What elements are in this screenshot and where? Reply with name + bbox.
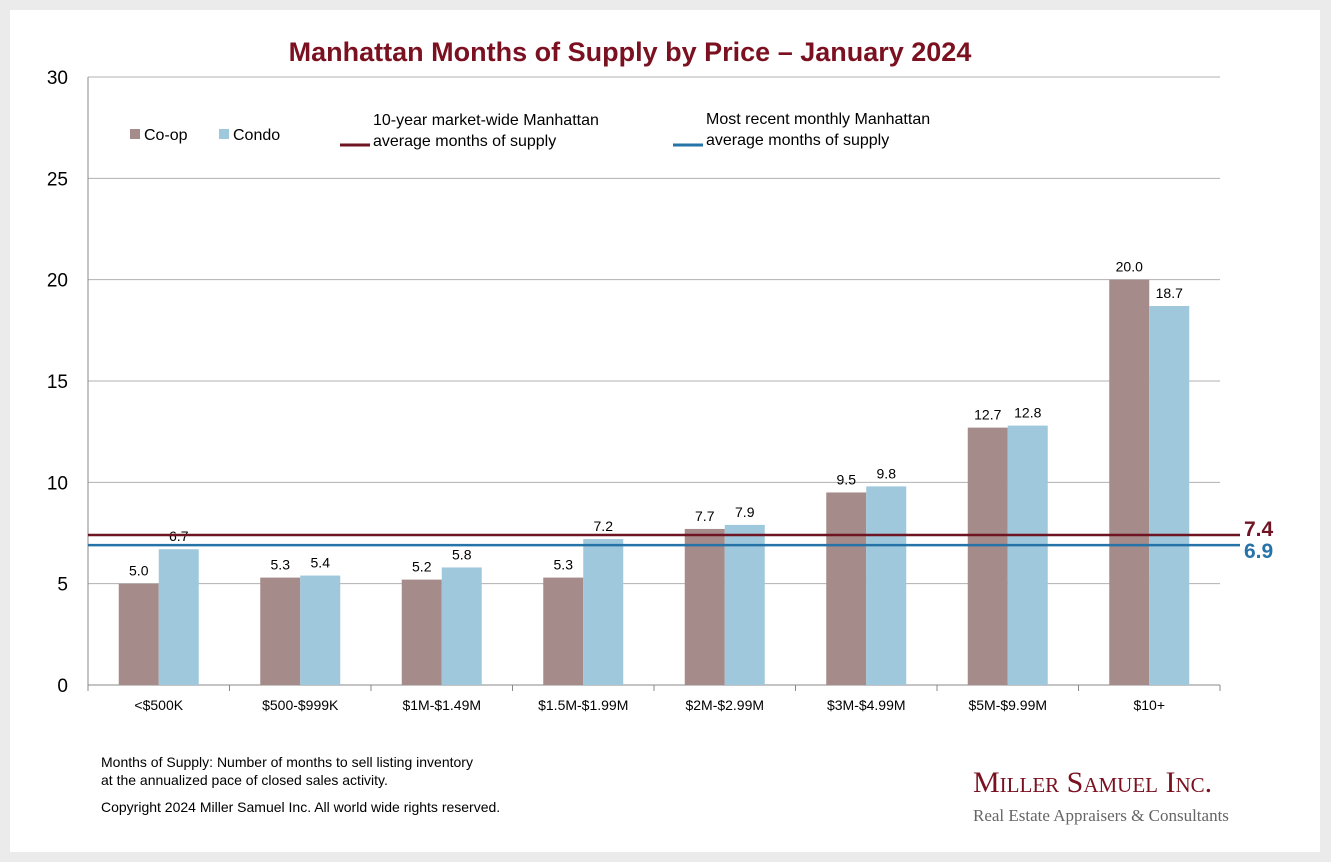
legend-label-recent-1: Most recent monthly Manhattan xyxy=(706,111,930,128)
bar-coop xyxy=(967,427,1008,685)
x-tick-label: $5M-$9.99M xyxy=(968,697,1047,713)
legend-label-condo: Condo xyxy=(233,127,280,144)
y-tick-label: 20 xyxy=(47,271,68,292)
data-label: 12.8 xyxy=(1014,405,1041,421)
y-tick-label: 10 xyxy=(47,473,68,494)
x-tick-label: $500-$999K xyxy=(262,697,339,713)
bar-coop xyxy=(401,579,442,685)
legend-label-10yr-2: average months of supply xyxy=(373,133,556,150)
bar-coop xyxy=(543,577,584,685)
legend: Co-op Condo 10-year market-wide Manhatta… xyxy=(130,111,930,150)
y-tick-label: 0 xyxy=(57,676,68,697)
bar-condo xyxy=(866,486,907,685)
x-tick-label: <$500K xyxy=(134,697,183,713)
data-label: 12.7 xyxy=(974,407,1001,423)
copyright: Copyright 2024 Miller Samuel Inc. All wo… xyxy=(101,799,500,815)
x-tick-label: $3M-$4.99M xyxy=(827,697,906,713)
data-label: 7.9 xyxy=(735,504,755,520)
data-label: 5.2 xyxy=(412,559,432,575)
data-label: 20.0 xyxy=(1116,259,1143,275)
x-tick-label: $1M-$1.49M xyxy=(402,697,481,713)
note-line-2: at the annualized pace of closed sales a… xyxy=(101,772,388,788)
bar-condo xyxy=(158,549,199,685)
legend-label-10yr-1: 10-year market-wide Manhattan xyxy=(373,112,599,129)
data-label: 9.8 xyxy=(877,465,897,481)
bar-condo xyxy=(1149,306,1190,685)
bar-coop xyxy=(826,492,867,685)
bar-condo xyxy=(441,567,482,685)
reference-line-label: 7.4 xyxy=(1244,518,1274,541)
reference-line-label: 6.9 xyxy=(1244,540,1273,563)
data-label: 9.5 xyxy=(837,471,857,487)
bar-coop xyxy=(684,528,725,685)
chart-title: Manhattan Months of Supply by Price – Ja… xyxy=(289,37,972,67)
bar-coop xyxy=(118,583,159,685)
data-label: 5.4 xyxy=(311,555,331,571)
bar-condo xyxy=(1007,425,1048,685)
legend-label-recent-2: average months of supply xyxy=(706,132,889,149)
bar-condo xyxy=(583,539,624,685)
legend-swatch-condo xyxy=(219,129,229,139)
bar-coop xyxy=(1109,279,1150,685)
x-tick-label: $10+ xyxy=(1133,697,1165,713)
data-label: 18.7 xyxy=(1156,285,1183,301)
x-tick-label: $2M-$2.99M xyxy=(685,697,764,713)
y-tick-label: 25 xyxy=(47,169,68,190)
y-tick-label: 30 xyxy=(47,68,68,89)
bar-condo xyxy=(300,575,341,685)
logo-tagline: Real Estate Appraisers & Consultants xyxy=(973,806,1229,825)
data-label: 5.0 xyxy=(129,563,149,579)
legend-swatch-coop xyxy=(130,129,140,139)
bar-coop xyxy=(260,577,301,685)
data-label: 7.7 xyxy=(695,508,715,524)
legend-label-coop: Co-op xyxy=(144,127,188,144)
data-label: 7.2 xyxy=(594,518,614,534)
data-label: 5.3 xyxy=(271,557,291,573)
bar-condo xyxy=(724,524,765,685)
logo-name: Miller Samuel Inc. xyxy=(973,766,1212,799)
chart-card xyxy=(10,10,1320,852)
y-tick-label: 15 xyxy=(47,372,68,393)
data-label: 5.8 xyxy=(452,546,472,562)
data-label: 5.3 xyxy=(554,557,574,573)
y-tick-label: 5 xyxy=(57,575,68,596)
note-line-1: Months of Supply: Number of months to se… xyxy=(101,754,473,770)
x-tick-label: $1.5M-$1.99M xyxy=(538,697,628,713)
